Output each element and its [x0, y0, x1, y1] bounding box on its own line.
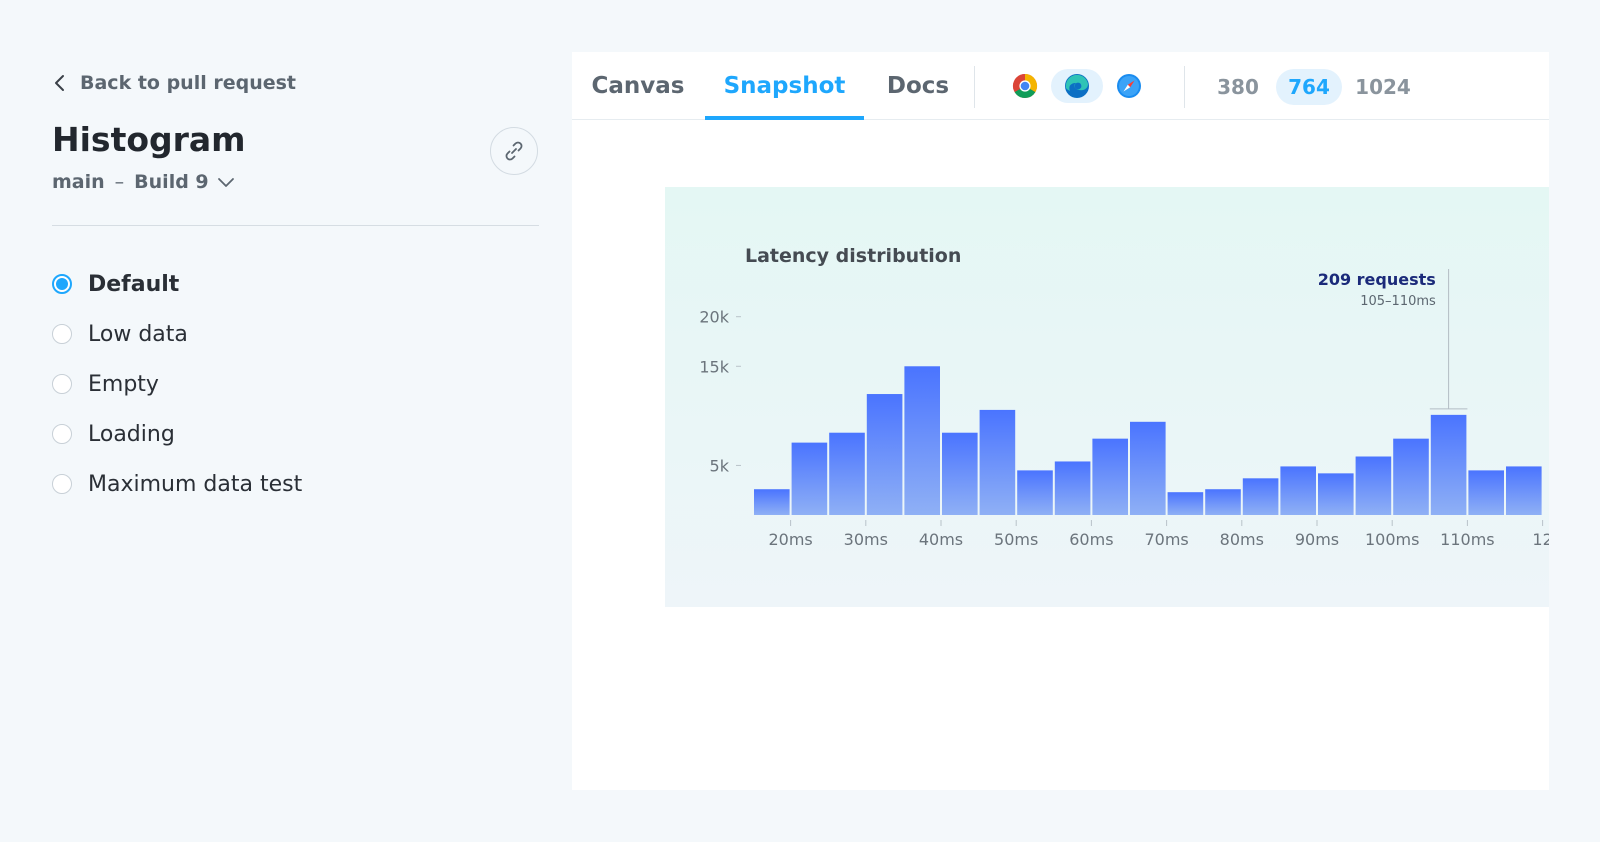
variant-label: Loading	[88, 421, 175, 447]
viewport-label: 764	[1288, 75, 1330, 99]
tooltip-title: 209 requests	[1318, 270, 1436, 289]
x-tick-label: 50ms	[994, 530, 1038, 549]
back-link-label: Back to pull request	[80, 72, 296, 94]
variant-low-data[interactable]: Low data	[52, 309, 302, 359]
variant-loading[interactable]: Loading	[52, 409, 302, 459]
browser-edge-button[interactable]	[1051, 69, 1103, 103]
build-selector[interactable]: Build 9	[134, 171, 234, 193]
chart-title: Latency distribution	[745, 245, 962, 267]
x-tick-label: 20ms	[768, 530, 812, 549]
radio[interactable]	[52, 424, 72, 444]
tooltip-range: 105–110ms	[1360, 294, 1436, 309]
viewport-label: 1024	[1355, 75, 1411, 99]
link-icon	[505, 141, 523, 161]
x-tick-label: 70ms	[1144, 530, 1188, 549]
separator: –	[114, 171, 125, 193]
histogram-bar	[1242, 478, 1279, 515]
histogram-bar	[1506, 466, 1542, 515]
x-tick-label: 110ms	[1440, 530, 1494, 549]
tab-snapshot[interactable]: Snapshot	[705, 52, 864, 120]
branch-build-row: main – Build 9	[52, 171, 235, 193]
variant-label: Low data	[88, 321, 188, 347]
sidebar-divider	[52, 225, 539, 226]
build-label: Build 9	[134, 171, 209, 193]
x-tick-label: 60ms	[1069, 530, 1113, 549]
histogram-bar	[829, 432, 865, 515]
histogram-bar	[1280, 466, 1316, 515]
safari-icon	[1117, 74, 1141, 98]
viewport-label: 380	[1217, 75, 1259, 99]
y-tick-label: 5k	[710, 456, 730, 475]
histogram-bar	[1393, 438, 1429, 515]
y-tick-label: 20k	[699, 308, 729, 327]
x-tick-label: 40ms	[919, 530, 963, 549]
back-to-pull-request-link[interactable]: Back to pull request	[52, 72, 296, 94]
histogram-bar	[866, 394, 903, 515]
chevron-left-icon	[55, 75, 64, 91]
tab-canvas[interactable]: Canvas	[572, 52, 704, 119]
variant-label: Maximum data test	[88, 471, 303, 497]
variant-empty[interactable]: Empty	[52, 359, 302, 409]
chrome-icon	[1012, 74, 1038, 99]
histogram-bar	[904, 366, 940, 515]
chevron-down-icon	[217, 178, 234, 187]
variant-maximum-data-test[interactable]: Maximum data test	[52, 459, 302, 509]
preview-toolbar: Canvas Snapshot Docs	[572, 52, 1549, 120]
tab-label: Canvas	[591, 72, 685, 99]
histogram-bar	[1355, 456, 1392, 515]
histogram-bar	[1205, 489, 1241, 515]
x-tick-label: 80ms	[1220, 530, 1264, 549]
viewport-380-button[interactable]: 380	[1208, 69, 1268, 105]
histogram-bar	[1130, 421, 1166, 515]
tab-label: Docs	[886, 72, 950, 99]
branch-name: main	[52, 171, 105, 193]
radio[interactable]	[52, 374, 72, 394]
radio[interactable]	[52, 324, 72, 344]
histogram-bar	[979, 409, 1016, 515]
radio-selected[interactable]	[52, 274, 72, 294]
x-tick-label: 12	[1532, 530, 1549, 549]
histogram-bar	[1017, 470, 1053, 515]
histogram-bar	[1430, 414, 1467, 515]
histogram-bar	[1167, 492, 1204, 515]
browser-chrome-button[interactable]	[999, 69, 1051, 103]
viewport-1024-button[interactable]: 1024	[1350, 69, 1416, 105]
variant-default[interactable]: Default	[52, 259, 302, 309]
viewport-764-button[interactable]: 764	[1276, 69, 1342, 105]
histogram-bar	[1054, 461, 1091, 515]
histogram-bar	[1092, 438, 1128, 515]
toolbar-divider	[974, 66, 975, 108]
page-title: Histogram	[52, 120, 246, 159]
copy-link-button[interactable]	[490, 127, 538, 175]
histogram-bar	[1318, 473, 1354, 515]
y-tick-label: 15k	[699, 357, 729, 376]
radio[interactable]	[52, 474, 72, 494]
edge-icon	[1065, 74, 1089, 98]
variant-label: Default	[88, 271, 180, 297]
histogram-bar	[754, 489, 790, 515]
histogram-bar	[791, 442, 828, 515]
browser-safari-button[interactable]	[1103, 69, 1155, 103]
variant-label: Empty	[88, 371, 159, 397]
histogram-bar	[942, 432, 978, 515]
x-tick-label: 90ms	[1295, 530, 1339, 549]
snapshot-image: Latency distribution 20k 15k 5k 20ms 30ms 40m…	[665, 187, 1549, 607]
tab-docs[interactable]: Docs	[864, 52, 972, 119]
histogram-chart: 20k 15k 5k 20ms 30ms 40ms 50ms 60ms 70ms 80ms 90ms…	[699, 269, 1549, 549]
variant-list: Default Low data Empty Loading Maximum d…	[52, 259, 302, 509]
snapshot-preview-panel: Canvas Snapshot Docs	[572, 52, 1549, 790]
toolbar-divider	[1184, 66, 1185, 108]
histogram-bar	[1468, 470, 1504, 515]
x-tick-label: 30ms	[844, 530, 888, 549]
x-tick-label: 100ms	[1365, 530, 1419, 549]
tab-label: Snapshot	[723, 72, 846, 99]
